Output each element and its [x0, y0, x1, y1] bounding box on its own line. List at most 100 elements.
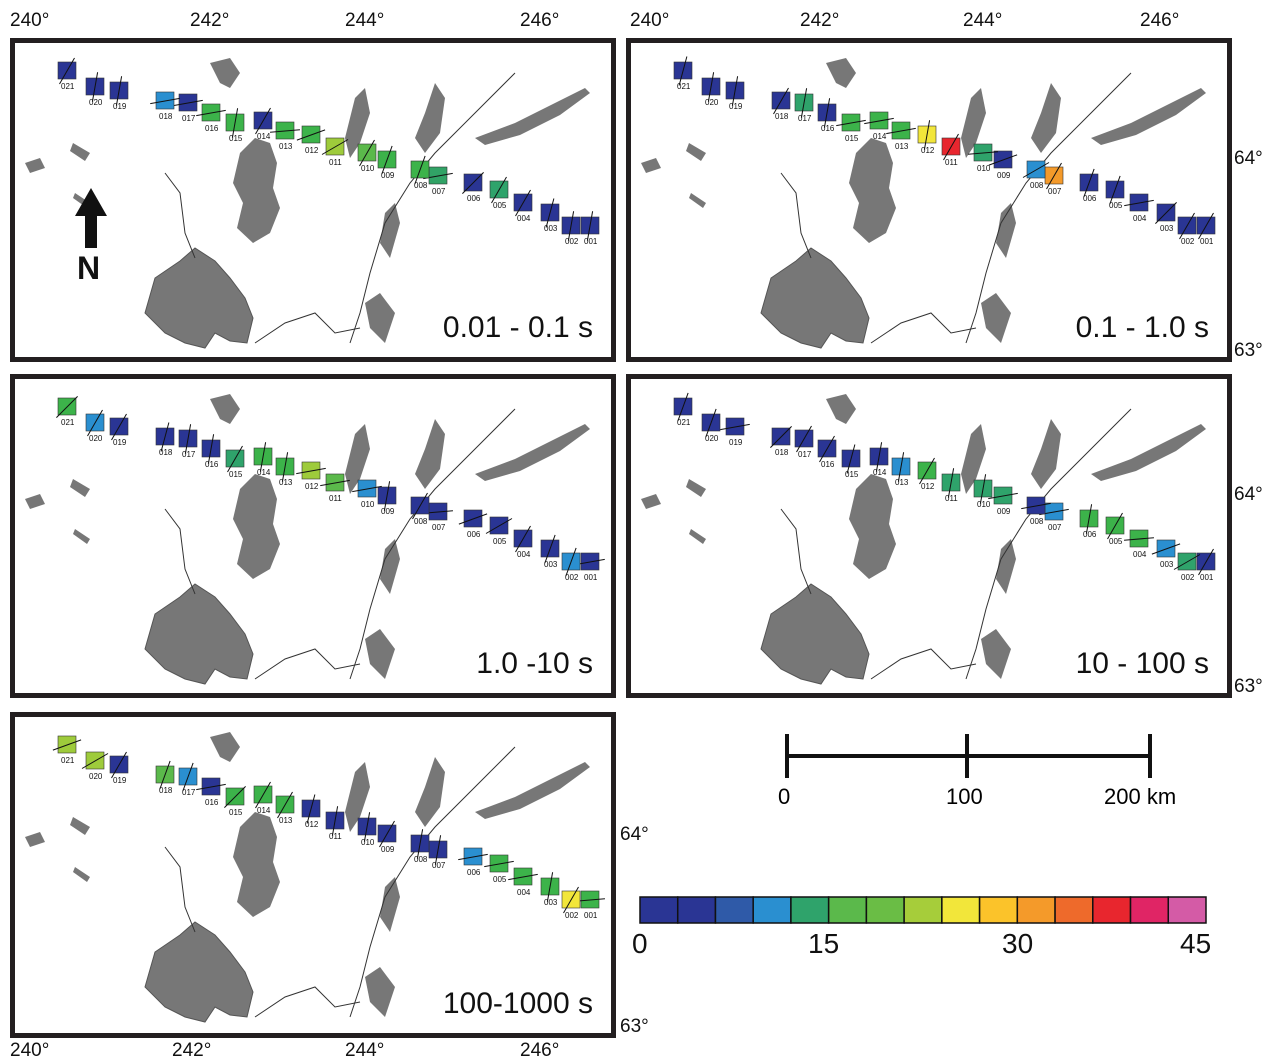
station-arrow	[864, 117, 894, 125]
station-label: 009	[997, 507, 1011, 516]
station-arrow	[563, 886, 579, 914]
colorbar-swatch	[752, 896, 792, 924]
station-arrow	[1124, 537, 1154, 541]
station-arrow	[414, 155, 426, 185]
colorbar-swatch	[714, 896, 754, 924]
lon-label-246-top: 246°	[520, 10, 560, 31]
station-arrow	[491, 176, 507, 204]
station-arrow	[231, 108, 239, 138]
colorbar-label-45: 45	[1180, 928, 1212, 959]
station-arrow	[321, 139, 349, 155]
lat-label-63-a: 63°	[1234, 340, 1263, 361]
river-line	[254, 648, 361, 680]
lake-shape	[380, 203, 400, 258]
station-label: 003	[544, 898, 558, 907]
lake-shape	[849, 474, 896, 579]
lon-label-240-bottom: 240°	[10, 1040, 50, 1061]
map-panel-3-canvas: 001 002 003 004 005 006 007 008 009 010 011 012 013 0…	[25, 394, 605, 685]
station-arrow	[87, 409, 103, 437]
station-arrow	[458, 853, 488, 861]
colorbar-swatch	[790, 896, 830, 924]
station-arrow	[968, 151, 998, 155]
lake-shape	[345, 424, 370, 494]
station-arrow	[1179, 212, 1195, 240]
colorbar-swatch	[941, 896, 981, 924]
station-arrow	[544, 534, 556, 564]
station-arrow	[1155, 202, 1177, 224]
station-arrow	[196, 783, 226, 791]
station-arrow	[979, 474, 987, 504]
land-features	[25, 58, 590, 349]
station-label: 009	[997, 171, 1011, 180]
scale-label-200: 200 km	[1104, 784, 1177, 809]
lake-shape	[475, 762, 590, 819]
station-arrow	[150, 97, 180, 105]
station-arrow	[545, 198, 555, 228]
station-arrow	[379, 820, 395, 848]
river-line	[164, 508, 196, 595]
station-label: 018	[159, 786, 173, 795]
station-arrow	[381, 145, 393, 175]
station-label: 004	[517, 214, 531, 223]
river-line	[164, 846, 196, 933]
station-label: 020	[89, 772, 103, 781]
station-arrow	[1046, 162, 1062, 190]
lat-label-63-c: 63°	[620, 1016, 649, 1037]
station-label: 003	[544, 224, 558, 233]
lake-shape	[210, 394, 240, 424]
station-label: 021	[677, 418, 691, 427]
lake-shape	[210, 58, 240, 88]
lake-shape	[849, 138, 896, 243]
station-label: 012	[921, 482, 935, 491]
station-arrow	[306, 794, 316, 824]
station-label: 015	[229, 134, 243, 143]
station-label: 019	[729, 102, 743, 111]
station-label: 001	[1200, 237, 1214, 246]
station-label: 016	[821, 124, 835, 133]
colorbar-label-15: 15	[808, 928, 840, 959]
station-arrow	[1085, 504, 1093, 534]
station-label: 017	[182, 450, 196, 459]
river-line	[870, 312, 977, 344]
lake-shape	[233, 474, 280, 579]
station-label: 001	[584, 237, 598, 246]
station-label: 011	[329, 158, 342, 167]
station-label: 020	[705, 98, 719, 107]
station-arrow	[1109, 175, 1121, 205]
station-arrow	[823, 98, 831, 128]
station-arrow	[416, 829, 424, 859]
colorbar-swatch	[639, 896, 679, 924]
lake-shape	[365, 629, 395, 679]
station-arrow	[485, 518, 513, 534]
station-arrow	[897, 452, 905, 482]
station-arrow	[224, 786, 246, 808]
station-arrow	[56, 396, 78, 418]
station-arrow	[196, 109, 226, 117]
station-label: 011	[329, 494, 342, 503]
station-label: 018	[159, 448, 173, 457]
station-arrow	[886, 127, 916, 135]
station-arrow	[270, 129, 300, 133]
station-arrow	[255, 781, 271, 809]
station-label: 004	[1133, 550, 1147, 559]
colorbar-swatch	[1054, 896, 1094, 924]
station-label: 009	[381, 507, 395, 516]
colorbar-label-0: 0	[632, 928, 648, 959]
station-label: 009	[381, 845, 395, 854]
map-panel-2: 001 002 003 004 005 006 007 008 009 010 011 012 013 0…	[626, 38, 1232, 362]
station-arrow	[923, 120, 931, 150]
lake-shape	[475, 424, 590, 481]
station-arrow	[836, 119, 866, 127]
station-arrow	[1107, 512, 1123, 540]
map-panel-1: 001 002 003 004 005 006 007 008 009 010 011 012 013 0…	[10, 38, 616, 362]
station-label: 014	[873, 468, 887, 477]
station-label: 008	[414, 855, 428, 864]
lake-shape	[233, 812, 280, 917]
lake-shape	[233, 138, 280, 243]
land-features	[641, 394, 1206, 685]
lake-shape	[961, 88, 986, 158]
station-label: 019	[729, 438, 743, 447]
lake-shape	[73, 529, 90, 544]
lon-label-242-top-right: 242°	[800, 10, 840, 31]
station-label: 019	[113, 438, 127, 447]
